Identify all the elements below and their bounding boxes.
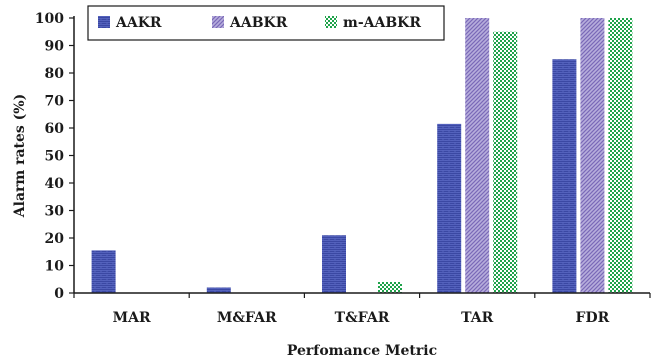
- bar-aakr-m-far: [206, 287, 231, 293]
- y-tick-label-90: 90: [45, 39, 65, 55]
- legend-box: [87, 5, 445, 41]
- bar-m-aabkr-tar: [493, 31, 518, 293]
- legend-label-aabkr: AABKR: [229, 15, 288, 31]
- y-tick-label-80: 80: [45, 66, 65, 82]
- x-tick-label-mar: MAR: [113, 310, 151, 326]
- y-tick-label-10: 10: [45, 259, 65, 275]
- x-tick-label-t-far: T&FAR: [335, 310, 390, 326]
- y-tick-label-20: 20: [45, 231, 65, 247]
- legend-swatch-aabkr: [212, 16, 224, 28]
- bar-m-aabkr-t-far: [378, 282, 402, 293]
- bar-aakr-t-far: [322, 235, 346, 293]
- x-tick-label-fdr: FDR: [576, 310, 610, 326]
- x-tick-label-m-far: M&FAR: [217, 310, 277, 326]
- y-tick-label-50: 50: [45, 149, 65, 165]
- legend-label-m-aabkr: m-AABKR: [343, 15, 421, 31]
- y-tick-label-30: 30: [45, 204, 65, 220]
- y-tick-label-70: 70: [45, 94, 65, 110]
- bars-layer: [91, 18, 633, 293]
- y-tick-label-40: 40: [45, 176, 65, 192]
- y-tick-label-60: 60: [45, 121, 65, 137]
- bar-aabkr-tar: [465, 18, 490, 293]
- x-tick-label-tar: TAR: [461, 310, 494, 326]
- y-tick-label-100: 100: [35, 11, 64, 27]
- legend: AAKR AABKR m-AABKR: [87, 5, 445, 41]
- bar-aakr-mar: [91, 250, 116, 293]
- bar-aakr-tar: [437, 123, 462, 293]
- legend-swatch-aakr: [98, 16, 110, 28]
- legend-label-aakr: AAKR: [115, 15, 162, 31]
- bar-m-aabkr-fdr: [608, 18, 633, 293]
- legend-swatch-m-aabkr: [325, 16, 337, 28]
- bar-aabkr-fdr: [580, 18, 605, 293]
- axes-layer: 0 10 20 30 40 50 60 70 80 90 100 MAR M&FAR T&FAR TAR FD…: [35, 11, 651, 326]
- x-axis-title: Perfomance Metric: [287, 343, 437, 359]
- bar-aakr-fdr: [552, 59, 577, 293]
- y-tick-label-0: 0: [54, 286, 64, 302]
- legend-items: AAKR AABKR m-AABKR: [98, 15, 421, 31]
- y-axis-title: Alarm rates (%): [12, 94, 28, 218]
